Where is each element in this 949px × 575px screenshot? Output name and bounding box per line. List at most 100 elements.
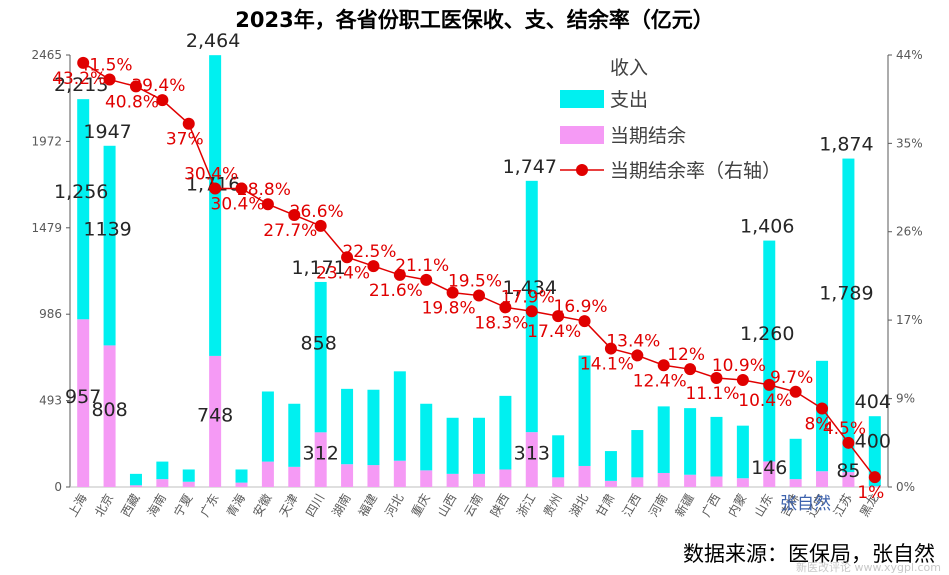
bar-balance <box>736 478 749 487</box>
rate-label: 10.9% <box>712 356 766 376</box>
rate-marker <box>868 471 881 484</box>
rate-label: 40.8% <box>105 92 159 112</box>
bar-balance <box>710 476 723 487</box>
bar-balance <box>578 465 591 487</box>
rate-label: 28.8% <box>237 180 291 200</box>
category-label: 贵州 <box>541 492 565 520</box>
bar-expense <box>473 417 485 474</box>
rate-label: 30.4% <box>211 195 265 215</box>
bar-expense <box>684 408 697 475</box>
rate-marker <box>235 182 248 195</box>
bar-expense <box>261 391 274 462</box>
bar-balance <box>816 471 829 487</box>
rate-marker <box>420 273 433 286</box>
category-label: 天津 <box>277 492 301 520</box>
y-left-tick-label: 1479 <box>31 221 62 235</box>
rate-marker <box>710 372 723 385</box>
bar-expense <box>156 461 169 480</box>
rate-label: 39.4% <box>131 76 185 96</box>
rate-marker <box>77 56 90 69</box>
bar-expense <box>393 371 406 461</box>
data-label-expense: 1,789 <box>819 283 873 305</box>
rate-marker <box>129 80 142 93</box>
bar-expense <box>631 430 644 478</box>
bar-balance <box>657 472 670 487</box>
rate-label: 10.4% <box>738 391 792 411</box>
rate-label: 12% <box>667 345 705 365</box>
data-label-total: 1,171 <box>291 257 345 279</box>
bar-expense <box>446 417 459 474</box>
bar-expense <box>499 395 512 470</box>
bar-balance <box>420 470 433 487</box>
data-label-total: 1,406 <box>740 216 794 238</box>
rate-marker <box>789 385 802 398</box>
rate-label: 17.9% <box>501 287 555 307</box>
category-label: 云南 <box>461 491 486 519</box>
y-left-tick-label: 2465 <box>31 48 62 62</box>
data-label-balance: 957 <box>65 386 101 408</box>
data-label-balance: 312 <box>303 443 339 465</box>
rate-label: 11.1% <box>685 384 739 404</box>
bar-expense <box>868 416 881 487</box>
rate-marker <box>261 198 274 211</box>
category-label: 湖南 <box>329 491 354 519</box>
data-source: 数据来源：医保局，张自然 <box>683 542 935 566</box>
bar-expense <box>129 473 142 486</box>
bar-expense <box>420 403 433 471</box>
bar-expense <box>314 281 327 433</box>
data-label-expense: 1,256 <box>54 181 108 203</box>
category-label: 海南 <box>144 491 169 519</box>
bar-balance <box>341 464 354 487</box>
bar-balance <box>446 473 459 487</box>
category-label: 广西 <box>699 492 723 520</box>
bar-balance <box>499 469 512 487</box>
data-label-balance: 748 <box>197 404 233 426</box>
category-label: 浙江 <box>514 492 538 520</box>
y-right-tick-label: 0% <box>896 480 915 494</box>
rate-label: 41.5% <box>79 56 133 76</box>
rate-label: 19.5% <box>448 272 502 292</box>
rate-label: 26.6% <box>290 202 344 222</box>
bar-expense <box>103 145 116 346</box>
legend-swatch-balance <box>560 126 604 144</box>
data-label-expense: 1,434 <box>503 277 557 299</box>
y-left-tick-label: 0 <box>54 480 62 494</box>
bar-expense <box>816 360 829 472</box>
rate-label: 21.6% <box>369 281 423 301</box>
bar-expense <box>182 469 195 482</box>
bar-balance <box>789 479 802 487</box>
legend-label-balance: 当期结余 <box>610 125 686 147</box>
category-label: 江西 <box>620 492 644 520</box>
bar-expense <box>77 99 90 320</box>
legend-label-income: 收入 <box>610 57 648 79</box>
category-label: 内蒙 <box>725 492 749 520</box>
category-label: 广东 <box>198 492 222 520</box>
data-label-expense: 1,260 <box>740 323 794 345</box>
rate-marker <box>684 363 697 376</box>
rate-label: 23.4% <box>316 263 370 283</box>
data-label-expense: 858 <box>301 333 337 355</box>
y-left-tick-label: 493 <box>39 394 62 408</box>
bar-balance <box>209 355 222 487</box>
bar-expense <box>763 240 776 462</box>
legend-marker-rate <box>576 164 588 176</box>
rate-marker <box>842 436 855 449</box>
bar-balance <box>129 485 142 487</box>
bar-balance <box>261 461 274 487</box>
rate-marker <box>103 73 116 86</box>
data-label-balance: 808 <box>91 399 127 421</box>
bar-balance <box>525 432 538 487</box>
data-label-total: 1,874 <box>819 134 873 156</box>
category-label: 甘肃 <box>593 492 617 520</box>
author-mark: 张自然 <box>780 494 831 514</box>
rate-label: 16.9% <box>554 297 608 317</box>
bar-expense <box>578 355 591 466</box>
category-label: 福建 <box>355 491 380 519</box>
rate-label: 1% <box>857 483 884 503</box>
legend-label-rate: 当期结余率（右轴） <box>610 160 781 182</box>
category-label: 安徽 <box>250 491 275 519</box>
y-right-tick-label: 9% <box>896 392 915 406</box>
bar-balance <box>552 477 565 487</box>
data-label-total: 404 <box>855 391 891 413</box>
bar-balance <box>156 479 169 487</box>
